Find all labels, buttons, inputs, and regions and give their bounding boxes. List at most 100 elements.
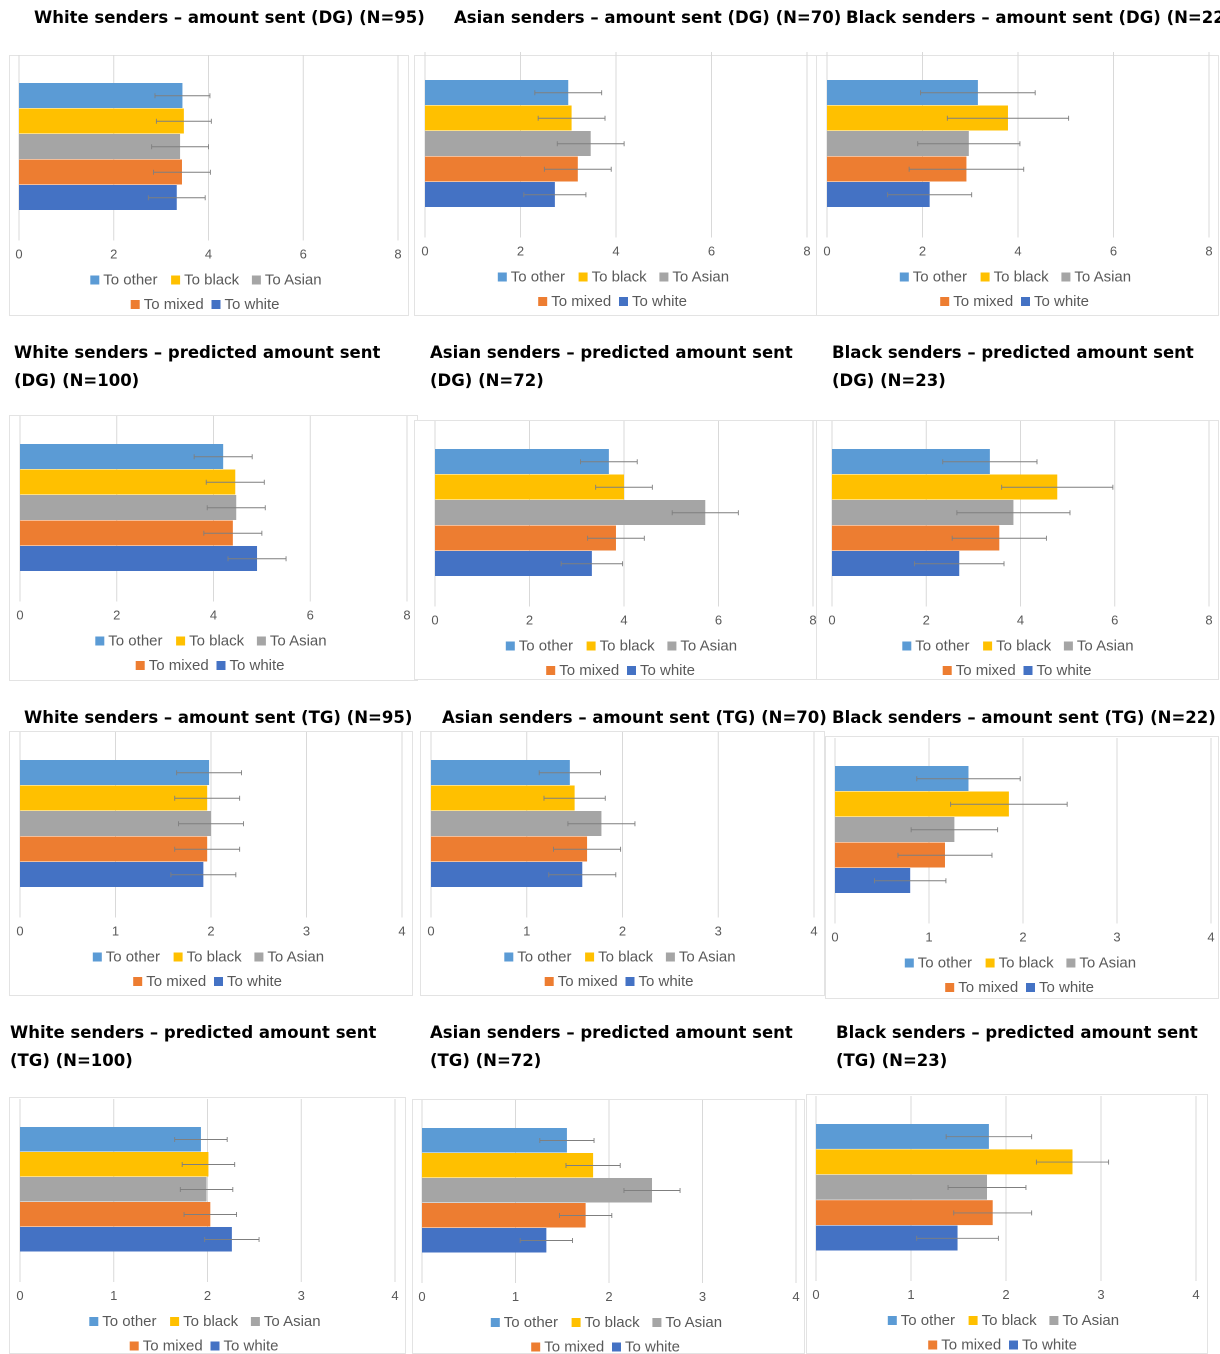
legend-swatch <box>133 977 143 986</box>
legend-label: To other <box>511 269 565 286</box>
tick-label: 4 <box>1017 613 1024 628</box>
legend-item: To white <box>627 662 695 679</box>
legend-item: To Asian <box>1066 955 1136 972</box>
legend-item: To mixed <box>531 1339 604 1354</box>
chart-title-line: White senders – predicted amount sent <box>10 1023 377 1042</box>
chart-title-line: (DG) (N=23) <box>832 371 946 390</box>
error-bar <box>543 166 612 172</box>
bar-to-other <box>20 1127 201 1152</box>
tick-label: 0 <box>16 608 23 623</box>
error-bar <box>916 1235 999 1241</box>
error-bar <box>543 795 606 801</box>
error-bar <box>534 90 603 96</box>
legend-label: To other <box>103 272 157 289</box>
legend-item: To other <box>92 949 160 966</box>
legend-swatch <box>578 272 588 282</box>
legend-label: To white <box>640 662 695 679</box>
tick-label: 4 <box>210 608 217 623</box>
tick-label: 1 <box>512 1289 519 1304</box>
legend-label: To black <box>999 955 1055 972</box>
chart-title-text: Asian senders – amount sent (TG) (N=70) <box>442 708 827 727</box>
legend-label: To mixed <box>149 657 209 674</box>
legend-label: To other <box>517 949 571 966</box>
legend-item: To black <box>171 272 240 289</box>
legend-label: To white <box>225 296 280 313</box>
error-bar <box>595 484 653 490</box>
tick-label: 8 <box>1205 244 1212 259</box>
legend-item: To other <box>899 269 967 286</box>
legend-item: To Asian <box>250 1313 321 1330</box>
legend-item: To other <box>902 638 970 655</box>
tick-label: 6 <box>1110 244 1117 259</box>
legend-label: To other <box>504 1314 558 1331</box>
legend-item: To mixed <box>544 973 618 990</box>
chart-title-text: White senders – amount sent (DG) (N=95) <box>34 8 425 27</box>
chart-title-line: Black senders – predicted amount sent <box>832 343 1194 362</box>
legend-swatch <box>887 1316 897 1325</box>
legend-label: To white <box>639 973 694 990</box>
tick-label: 6 <box>300 247 307 262</box>
error-bar <box>523 192 587 198</box>
tick-label: 6 <box>1111 613 1118 628</box>
legend-swatch <box>942 666 952 675</box>
error-bar <box>174 1137 228 1142</box>
legend-item: To white <box>211 296 280 313</box>
error-bar <box>887 192 973 198</box>
legend-swatch <box>612 1342 621 1352</box>
error-bar <box>193 454 253 460</box>
tick-label: 1 <box>907 1287 914 1302</box>
legend-item: To black <box>173 949 242 966</box>
legend-swatch <box>251 275 261 285</box>
bar-to-black <box>20 1152 209 1177</box>
legend-swatch <box>531 1342 541 1352</box>
legend-item: To Asian <box>254 949 324 966</box>
legend-swatch <box>135 661 145 670</box>
legend-item: To other <box>505 638 573 655</box>
tick-label: 0 <box>16 1288 23 1303</box>
legend-swatch <box>627 666 636 675</box>
legend-item: To black <box>170 1313 239 1330</box>
legend-label: To mixed <box>144 296 204 313</box>
legend-swatch <box>171 275 181 285</box>
chart-title: Asian senders – amount sent (TG) (N=70) <box>442 704 827 732</box>
tick-label: 3 <box>298 1288 305 1303</box>
tick-label: 2 <box>110 247 117 262</box>
legend-label: To mixed <box>143 1338 203 1354</box>
legend-label: To black <box>592 269 648 286</box>
legend-label: To other <box>108 633 162 650</box>
legend-swatch <box>619 297 628 306</box>
tick-label: 0 <box>828 613 835 628</box>
legend-swatch <box>546 666 556 675</box>
bar-to-asian <box>20 1177 207 1202</box>
bar-to-mixed <box>20 520 233 546</box>
legend-swatch <box>1066 958 1076 968</box>
legend-swatch <box>214 977 223 986</box>
legend-swatch <box>899 272 909 282</box>
legend-swatch <box>92 952 102 962</box>
chart-title: White senders – amount sent (DG) (N=95) <box>34 4 425 32</box>
chart-title: Black senders – amount sent (DG) (N=22) <box>846 4 1220 32</box>
legend-label: To white <box>227 973 282 990</box>
legend-swatch <box>945 983 955 992</box>
legend-swatch <box>586 641 596 651</box>
legend-label: To white <box>230 657 285 674</box>
legend-label: To black <box>996 638 1052 655</box>
legend-swatch <box>652 1318 662 1327</box>
legend-item: To Asian <box>1049 1312 1119 1329</box>
chart-title-line: (TG) (N=23) <box>836 1051 948 1070</box>
legend-item: To other <box>497 269 565 286</box>
error-bar <box>914 561 1005 567</box>
tick-label: 2 <box>1019 930 1026 945</box>
chart-title-line: Asian senders – predicted amount sent <box>430 1023 793 1042</box>
legend-item: To mixed <box>940 293 1013 310</box>
tick-label: 2 <box>619 924 626 939</box>
legend-label: To mixed <box>559 662 619 679</box>
error-bar <box>950 801 1068 807</box>
error-bar <box>565 1163 621 1168</box>
tick-label: 4 <box>391 1288 398 1303</box>
legend-swatch <box>170 1317 180 1326</box>
error-bar <box>178 821 244 827</box>
error-bar <box>920 90 1036 96</box>
